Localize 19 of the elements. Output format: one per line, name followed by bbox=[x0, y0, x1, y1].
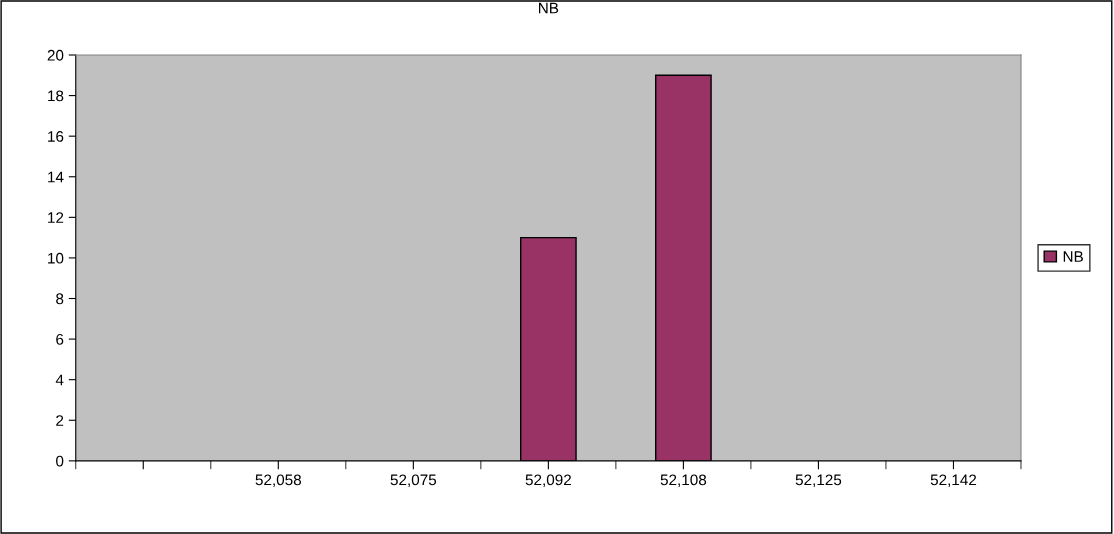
x-tick-label: 52,075 bbox=[390, 474, 437, 488]
x-tick-label: 52,092 bbox=[525, 474, 571, 488]
y-tick-label: 8 bbox=[56, 293, 64, 305]
y-tick-label: 2 bbox=[56, 415, 64, 426]
x-tick-label: 52,058 bbox=[255, 474, 301, 488]
y-tick-label: 4 bbox=[55, 374, 64, 386]
x-tick-label: 52,108 bbox=[660, 474, 707, 488]
y-tick-label: 14 bbox=[48, 171, 64, 183]
y-tick-label: 18 bbox=[48, 90, 64, 102]
y-tick-label: 6 bbox=[56, 333, 64, 345]
y-tick-label: 16 bbox=[48, 131, 64, 142]
y-tick-label: 0 bbox=[56, 455, 64, 467]
y-tick-label: 10 bbox=[48, 252, 64, 264]
legend-label: NB bbox=[1063, 251, 1083, 262]
x-tick-label: 52,142 bbox=[930, 474, 977, 488]
chart-title: NB bbox=[539, 2, 559, 14]
x-tick-label: 52,125 bbox=[795, 474, 842, 488]
y-tick-label: 20 bbox=[47, 49, 64, 61]
y-tick-label: 12 bbox=[48, 212, 64, 223]
